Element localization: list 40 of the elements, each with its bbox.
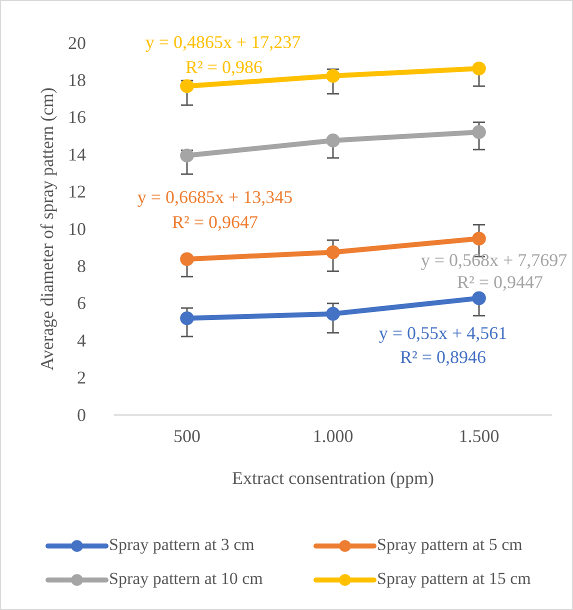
- point: [326, 69, 340, 83]
- x-tick-label: 1.500: [458, 426, 500, 446]
- y-tick-label: 0: [77, 404, 86, 425]
- annotation: R² = 0,8946: [400, 347, 486, 368]
- y-tick-label: 4: [77, 330, 86, 350]
- y-tick-label: 10: [68, 218, 86, 239]
- annotation: y = 0,6685x + 13,345: [137, 187, 293, 208]
- point: [472, 62, 486, 76]
- y-tick-label: 8: [77, 256, 86, 276]
- point: [472, 291, 486, 306]
- y-tick-label: 2: [77, 368, 86, 388]
- point: [326, 306, 340, 321]
- annotation: R² = 0,9647: [172, 212, 258, 232]
- legend-label: Spray pattern at 15 cm: [377, 568, 531, 588]
- x-tick-label: 500: [174, 426, 200, 446]
- y-tick-label: 16: [68, 107, 86, 128]
- point: [180, 311, 194, 326]
- y-tick-label: 6: [77, 293, 86, 314]
- legend-label: Spray pattern at 3 cm: [109, 534, 254, 554]
- annotation: y = 0,55x + 4,561: [378, 323, 508, 344]
- point: [326, 134, 340, 148]
- point: [472, 232, 486, 246]
- y-tick-label: 20: [68, 32, 86, 53]
- point: [180, 148, 194, 162]
- x-axis-title: Extract consentration (ppm): [232, 468, 434, 488]
- point: [326, 245, 340, 260]
- legend-label: Spray pattern at 10 cm: [109, 568, 263, 588]
- y-tick-label: 14: [68, 144, 86, 164]
- point: [180, 79, 194, 94]
- annotation: R² = 0,9447: [456, 272, 544, 292]
- legend-label: Spray pattern at 5 cm: [377, 534, 522, 554]
- y-tick-label: 12: [68, 182, 86, 202]
- y-tick-label: 18: [68, 70, 86, 90]
- point: [180, 252, 194, 266]
- x-tick-label: 1.000: [312, 426, 354, 446]
- annotation: y = 0,4865x + 17,237: [145, 32, 301, 52]
- annotation: y = 0,568x + 7,7697: [420, 250, 568, 270]
- y-axis-title: Average diameter of spray pattern (cm): [37, 87, 57, 371]
- point: [472, 125, 486, 139]
- annotation: R² = 0,986: [185, 57, 263, 78]
